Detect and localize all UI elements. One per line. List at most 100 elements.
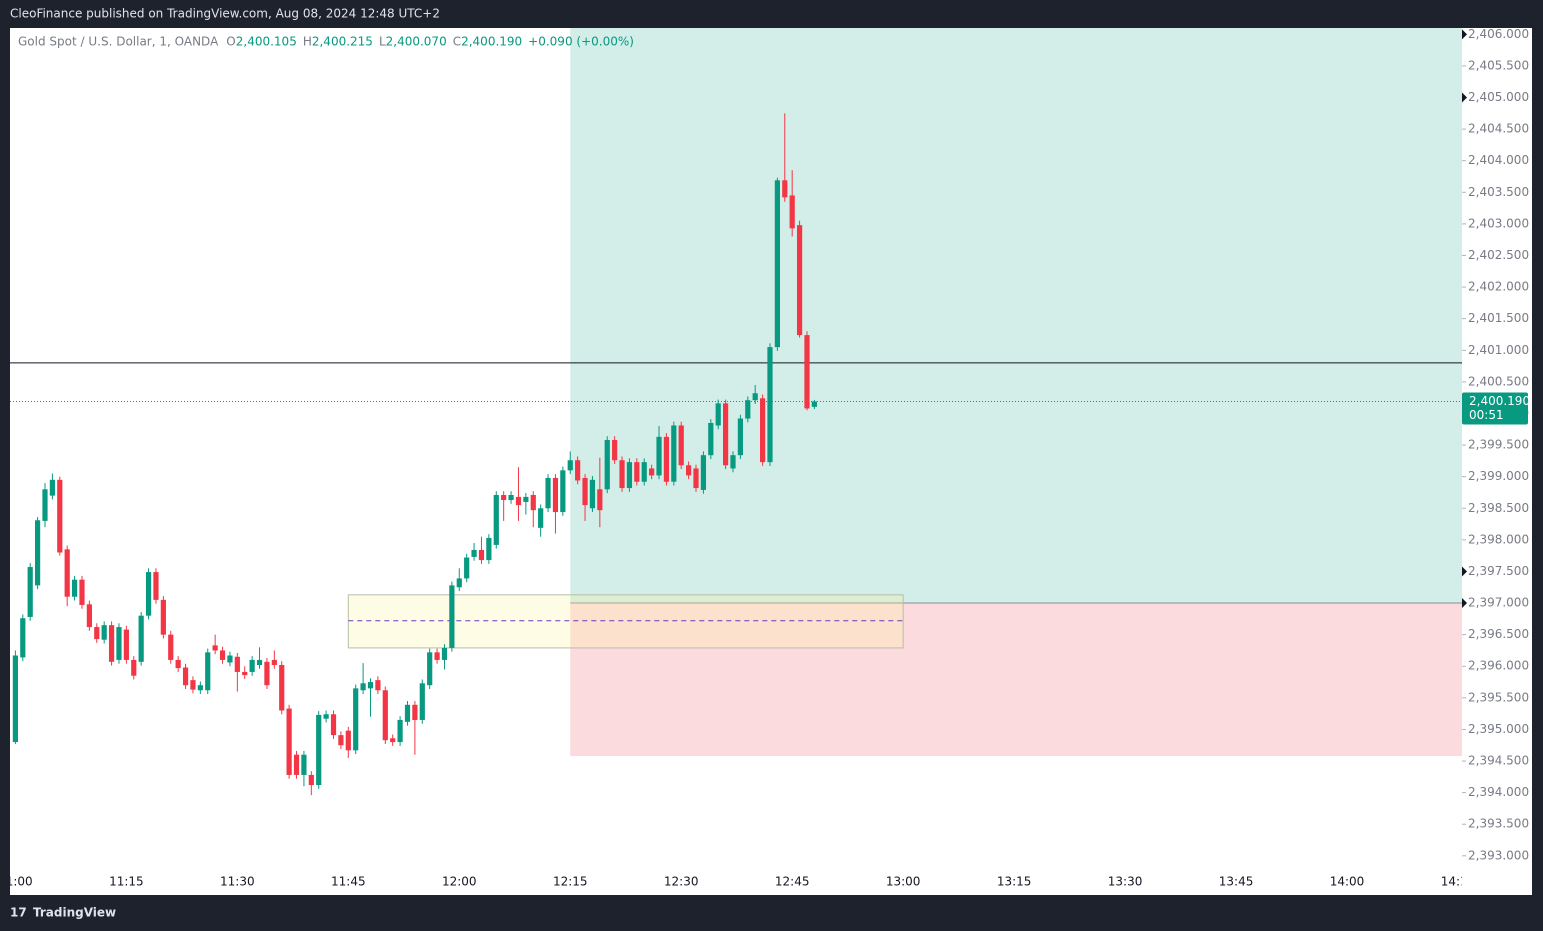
candle-body: [619, 460, 625, 489]
legend-change: +0.090 (+0.00%): [528, 35, 634, 49]
candle-body: [64, 549, 70, 597]
x-tick-label: 12:45: [775, 875, 810, 889]
legend-value: 2,400.105: [236, 35, 297, 49]
candle-body: [597, 489, 603, 511]
candle-body: [501, 494, 507, 501]
candle-body: [582, 477, 588, 506]
y-tick-label: 2,393.500: [1468, 817, 1529, 831]
candle-body: [789, 195, 795, 229]
axis-marker: [1462, 566, 1467, 577]
candle-body: [375, 680, 381, 691]
candle-body: [464, 557, 470, 579]
candle-body: [168, 634, 174, 660]
legend-key: L: [379, 35, 386, 49]
candle-body: [434, 652, 440, 660]
candle-body: [205, 652, 211, 691]
legend-key: C: [453, 35, 461, 49]
candle-body: [42, 489, 48, 521]
y-tick-label: 2,402.500: [1468, 248, 1529, 262]
candle-body: [256, 659, 263, 665]
y-tick-label: 2,395.000: [1468, 722, 1529, 736]
y-tick-label: 2,405.000: [1468, 90, 1529, 104]
candle-body: [641, 462, 647, 482]
candle-body: [811, 401, 817, 407]
x-tick-label: 13:45: [1219, 875, 1254, 889]
candle-body: [71, 579, 78, 597]
candle-body: [79, 579, 85, 605]
candle-body: [671, 425, 677, 482]
y-tick-label: 2,396.500: [1468, 627, 1529, 641]
candle-body: [323, 714, 329, 719]
candle-body: [715, 403, 721, 426]
y-tick-label: 2,404.000: [1468, 153, 1529, 167]
candle-body: [271, 659, 277, 665]
x-tick-label: 13:15: [997, 875, 1032, 889]
candle-body: [308, 774, 314, 786]
candle-body: [634, 462, 640, 482]
candle-body: [279, 664, 285, 711]
candle-body: [663, 436, 670, 482]
y-tick-label: 2,401.500: [1468, 311, 1529, 325]
axis-marker: [1462, 92, 1467, 103]
x-tick-label: 12:30: [664, 875, 699, 889]
candle-body: [700, 455, 707, 490]
candle-body: [345, 730, 351, 751]
x-tick-label: 13:30: [1108, 875, 1143, 889]
candle-body: [116, 627, 122, 660]
y-tick-label: 2,397.500: [1468, 564, 1529, 578]
candle-body: [360, 683, 366, 691]
x-tick-label: 13:00: [886, 875, 921, 889]
candle-body: [330, 714, 337, 736]
candle-body: [678, 425, 684, 466]
candle-body: [190, 680, 196, 690]
candle-body: [656, 436, 662, 476]
candle-body: [612, 440, 618, 461]
candle-body: [397, 719, 403, 743]
x-tick-label: 12:15: [553, 875, 588, 889]
candle-body: [419, 683, 425, 720]
candle-body: [219, 650, 226, 660]
candle-body: [242, 671, 248, 676]
candle-body: [101, 625, 107, 640]
candle-body: [493, 494, 499, 545]
y-tick-label: 2,403.000: [1468, 216, 1529, 230]
y-tick-label: 2,398.000: [1468, 532, 1529, 546]
candle-body: [560, 470, 566, 513]
candle-body: [27, 567, 33, 617]
y-tick-label: 2,400.500: [1468, 374, 1529, 388]
candle-body: [456, 578, 462, 588]
candle-body: [108, 625, 115, 662]
price-axis: 2,393.000 2,393.500 2,394.000 2,394.500 2,39…: [1462, 27, 1530, 862]
header: CleoFinance published on TradingView.com…: [10, 7, 440, 21]
candle-body: [530, 494, 536, 511]
candle-body: [338, 735, 344, 746]
candle-body: [367, 682, 374, 689]
candle-body: [382, 690, 388, 741]
candle-body: [212, 645, 218, 651]
footer-logo: 𝟭𝟳: [10, 906, 27, 920]
candle-body: [575, 460, 581, 481]
candle-body: [197, 685, 203, 691]
candle-body: [234, 656, 240, 672]
candle-body: [759, 398, 766, 463]
y-tick-label: 2,406.000: [1468, 27, 1529, 41]
time-axis: 11:00 11:15 11:30 11:45 12:00 12:15 12:30 12:45…: [10, 875, 1462, 889]
candle-body: [49, 479, 55, 496]
legend-symbol: Gold Spot / U.S. Dollar, 1, OANDA: [18, 35, 219, 49]
candle-body: [686, 465, 692, 476]
candle-body: [353, 688, 359, 751]
y-tick-label: 2,405.500: [1468, 58, 1529, 72]
legend-value: 2,400.070: [386, 35, 447, 49]
y-tick-label: 2,396.000: [1468, 659, 1529, 673]
legend-value: 2,400.215: [312, 35, 373, 49]
candle-body: [301, 754, 307, 775]
y-tick-label: 2,393.000: [1468, 848, 1529, 862]
axis-marker: [1462, 598, 1467, 609]
candle-body: [538, 508, 544, 528]
candle-body: [441, 647, 448, 660]
candle-body: [478, 549, 485, 561]
candle-body: [264, 661, 270, 686]
x-tick-label: 12:00: [442, 875, 477, 889]
